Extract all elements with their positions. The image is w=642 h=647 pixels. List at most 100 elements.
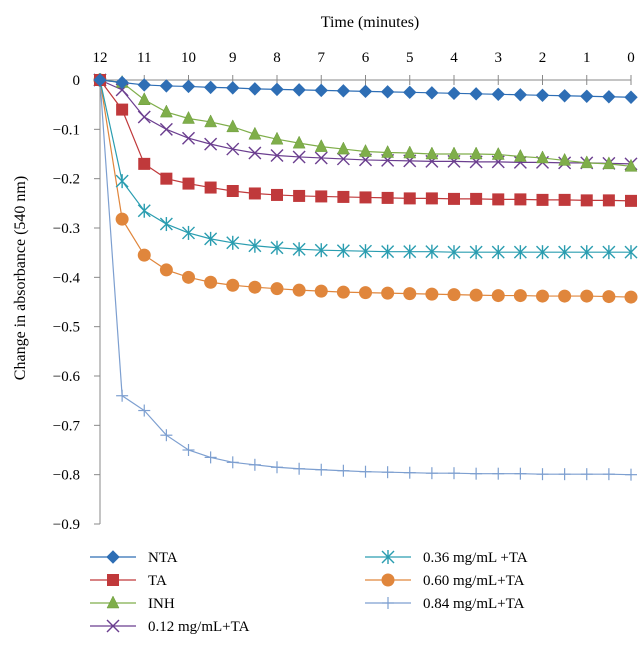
data-point	[292, 83, 306, 97]
data-point	[226, 81, 240, 95]
data-point	[625, 194, 637, 207]
data-point	[381, 191, 394, 204]
data-point	[204, 114, 218, 128]
data-point	[137, 203, 151, 218]
x-tick-label: 4	[450, 50, 458, 66]
data-point	[314, 151, 328, 165]
data-point	[580, 194, 593, 207]
y-tick-label: −0.9	[53, 517, 80, 533]
data-point	[469, 245, 483, 260]
series-line	[99, 79, 631, 253]
legend-label: 0.60 mg/mL+TA	[423, 573, 525, 589]
data-point	[491, 245, 505, 260]
data-point	[558, 289, 572, 303]
data-point	[535, 88, 550, 103]
data-point	[226, 235, 240, 250]
data-point	[580, 89, 594, 103]
data-point	[93, 73, 107, 87]
data-point	[513, 289, 527, 303]
data-point	[116, 103, 129, 116]
data-point	[182, 131, 195, 145]
legend-item: NTA	[90, 550, 178, 566]
legend-label: 0.84 mg/mL+TA	[423, 596, 525, 612]
x-tick-label: 1	[583, 50, 591, 66]
data-point	[447, 86, 461, 101]
data-point	[558, 468, 571, 481]
data-point	[624, 90, 638, 104]
data-point	[602, 156, 616, 170]
legend-label: INH	[148, 596, 175, 612]
legend: NTA TA INH 0.12 mg/mL+TA 0.36 mg/mL +TA 0.60 …	[90, 550, 528, 635]
data-point	[271, 188, 283, 201]
data-point	[469, 146, 483, 160]
data-point	[248, 458, 261, 471]
x-tick-label: 7	[318, 50, 326, 66]
data-point	[337, 190, 350, 203]
data-point	[336, 285, 350, 299]
series-asterisk	[93, 73, 638, 260]
data-point	[359, 143, 372, 157]
data-point	[513, 88, 528, 102]
data-point	[580, 289, 594, 303]
data-point	[115, 75, 129, 90]
data-point	[470, 192, 483, 205]
data-point	[514, 193, 527, 206]
data-point	[558, 193, 571, 206]
data-point	[292, 150, 306, 164]
data-point	[314, 284, 328, 298]
data-point	[106, 595, 120, 609]
data-point	[115, 212, 129, 226]
data-point	[536, 245, 549, 260]
data-point	[107, 574, 119, 586]
data-point	[137, 110, 151, 124]
data-point	[292, 135, 306, 149]
data-point	[470, 467, 483, 480]
data-point	[182, 270, 195, 284]
data-point	[469, 288, 483, 302]
data-point	[624, 290, 638, 304]
data-point	[271, 461, 283, 474]
data-point	[381, 550, 395, 564]
data-point	[624, 245, 638, 260]
x-axis-title: Time (minutes)	[321, 14, 420, 31]
data-point	[492, 193, 505, 206]
data-point	[182, 177, 195, 190]
data-point	[106, 619, 120, 633]
data-point	[403, 466, 416, 479]
data-point	[381, 573, 395, 587]
data-point	[159, 122, 173, 136]
data-point	[106, 550, 120, 564]
data-point	[602, 290, 616, 304]
data-point	[425, 467, 438, 480]
data-point	[448, 467, 460, 480]
data-point	[425, 287, 439, 301]
data-point	[138, 404, 151, 417]
data-point	[381, 466, 394, 479]
data-point	[160, 172, 173, 185]
x-tick-label: 2	[539, 50, 547, 66]
legend-label: 0.36 mg/mL +TA	[423, 550, 528, 566]
data-point	[204, 137, 218, 151]
data-point	[159, 79, 174, 93]
data-point	[425, 86, 439, 100]
series-plus	[94, 74, 637, 481]
data-point	[536, 150, 549, 164]
data-point	[425, 244, 439, 259]
data-point	[248, 238, 262, 253]
data-point	[580, 155, 594, 169]
x-tick-label: 0	[627, 50, 635, 66]
data-point	[226, 278, 240, 292]
data-point	[403, 192, 416, 205]
data-point	[270, 82, 284, 97]
x-tick-label: 9	[229, 50, 237, 66]
data-point	[182, 444, 195, 456]
legend-item: 0.84 mg/mL+TA	[365, 596, 525, 612]
data-point	[270, 148, 284, 162]
x-tick-label: 10	[181, 50, 196, 66]
legend-label: TA	[148, 573, 167, 589]
x-tick-label: 3	[495, 50, 503, 66]
data-point	[580, 245, 594, 260]
data-point	[182, 110, 195, 124]
data-point	[270, 282, 284, 296]
data-point	[137, 92, 151, 105]
